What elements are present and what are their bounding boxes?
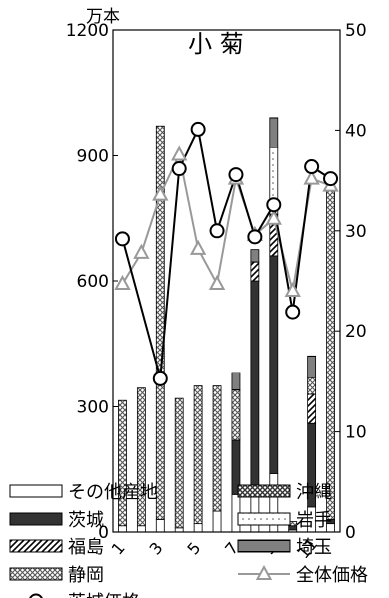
y2-tick-label: 10 xyxy=(345,423,367,443)
legend-label: 岩手 xyxy=(296,510,332,531)
y-tick-label: 0 xyxy=(98,523,109,543)
point-circle-10 xyxy=(285,304,301,320)
legend-swatch-other xyxy=(9,484,63,498)
point-circle-8 xyxy=(247,229,263,245)
point-triangle-2 xyxy=(133,243,150,259)
bar-saitama-9 xyxy=(269,117,279,148)
bar-saitama-8 xyxy=(250,249,260,263)
point-triangle-11 xyxy=(303,169,320,185)
point-circle-7 xyxy=(228,167,244,183)
legend-triangle-marker xyxy=(255,564,273,580)
bar-fukushima-8 xyxy=(250,261,260,282)
bar-ibaraki-8 xyxy=(250,280,260,491)
legend-label: 茨城 xyxy=(68,510,104,531)
point-circle-1 xyxy=(114,231,130,247)
bar-shizuoka-2 xyxy=(136,387,146,527)
point-triangle-4 xyxy=(171,145,188,161)
legend-swatch-okinawa xyxy=(237,484,291,498)
plot-frame xyxy=(112,29,341,533)
bar-other-4 xyxy=(174,527,184,533)
legend-item: 茨城価格 xyxy=(29,592,140,598)
legend-swatch-saitama xyxy=(237,539,291,553)
legend-label: 全体価格 xyxy=(296,565,368,586)
legend-item: 埼玉 xyxy=(237,537,332,558)
bar-other-2 xyxy=(136,525,146,533)
y-tick-label: 600 xyxy=(77,272,109,292)
x-tick-label: 5 xyxy=(183,538,204,558)
point-circle-9 xyxy=(266,197,282,213)
legend-item: 静岡 xyxy=(9,565,104,586)
legend-item: 岩手 xyxy=(237,510,332,531)
bar-shizuoka-11 xyxy=(307,376,317,395)
legend-label: 福島 xyxy=(68,537,104,558)
axes-group: 0300600900120001020304050万本1357911 xyxy=(66,7,367,562)
legend-label: 静岡 xyxy=(68,565,104,586)
legend-item: 沖縄 xyxy=(237,482,332,503)
y-tick-label: 1200 xyxy=(66,21,109,41)
x-tick-label: 3 xyxy=(146,538,167,558)
point-circle-3 xyxy=(152,370,168,386)
y-tick-label: 900 xyxy=(77,147,109,167)
bar-shizuoka-7 xyxy=(231,389,241,441)
bar-shizuoka-3 xyxy=(155,125,165,520)
bar-saitama-7 xyxy=(231,372,241,391)
chart-title: 小 菊 xyxy=(188,30,244,58)
legend-item: その他産地 xyxy=(9,482,158,503)
bar-shizuoka-6 xyxy=(212,385,222,512)
legend-swatch-ibaraki xyxy=(9,512,63,526)
y-axis-label: 万本 xyxy=(86,7,120,27)
legend-label: 沖縄 xyxy=(296,482,332,503)
y-tick-label: 300 xyxy=(77,398,109,418)
price-lines-group xyxy=(114,121,339,386)
bars-group xyxy=(118,117,335,533)
legend-circle-marker xyxy=(29,593,43,598)
legend-item: 全体価格 xyxy=(238,564,368,586)
bar-other-1 xyxy=(118,525,127,533)
legend-label: 埼玉 xyxy=(296,537,332,558)
legend-swatch-shizuoka xyxy=(9,567,63,581)
bar-shizuoka-12 xyxy=(326,188,335,520)
point-circle-12 xyxy=(323,171,339,187)
point-circle-6 xyxy=(209,223,225,239)
line-circle-series xyxy=(121,126,332,379)
bar-shizuoka-1 xyxy=(118,399,127,527)
bar-other-6 xyxy=(212,510,222,533)
bar-other-3 xyxy=(155,519,165,533)
point-triangle-10 xyxy=(284,281,301,298)
legend-swatch-fukushima xyxy=(9,539,63,553)
point-triangle-5 xyxy=(189,239,207,255)
x-tick-label: 1 xyxy=(108,538,129,558)
line-triangle-series xyxy=(121,151,331,292)
y2-tick-label: 0 xyxy=(345,523,356,543)
bar-saitama-11 xyxy=(307,355,317,378)
y2-tick-label: 40 xyxy=(345,121,367,141)
point-circle-5 xyxy=(190,121,206,137)
point-triangle-1 xyxy=(114,274,131,291)
legend-item: 福島 xyxy=(9,537,104,558)
legend-label: 茨城価格 xyxy=(68,592,140,598)
legend-label: その他産地 xyxy=(68,482,158,503)
y2-tick-label: 30 xyxy=(345,222,367,242)
y2-tick-label: 20 xyxy=(345,322,367,342)
legend-swatch-iwate xyxy=(237,512,291,526)
bar-shizuoka-4 xyxy=(174,397,184,529)
bar-fukushima-11 xyxy=(307,393,317,424)
point-triangle-3 xyxy=(152,185,169,201)
bar-other-5 xyxy=(193,523,203,533)
y2-tick-label: 50 xyxy=(345,21,367,41)
legend-item: 茨城 xyxy=(9,510,104,531)
point-circle-11 xyxy=(304,159,320,175)
point-triangle-9 xyxy=(265,209,282,225)
point-triangle-6 xyxy=(208,274,226,291)
bar-shizuoka-5 xyxy=(193,385,203,525)
bar-ibaraki-9 xyxy=(269,255,279,474)
point-circle-4 xyxy=(171,161,187,177)
